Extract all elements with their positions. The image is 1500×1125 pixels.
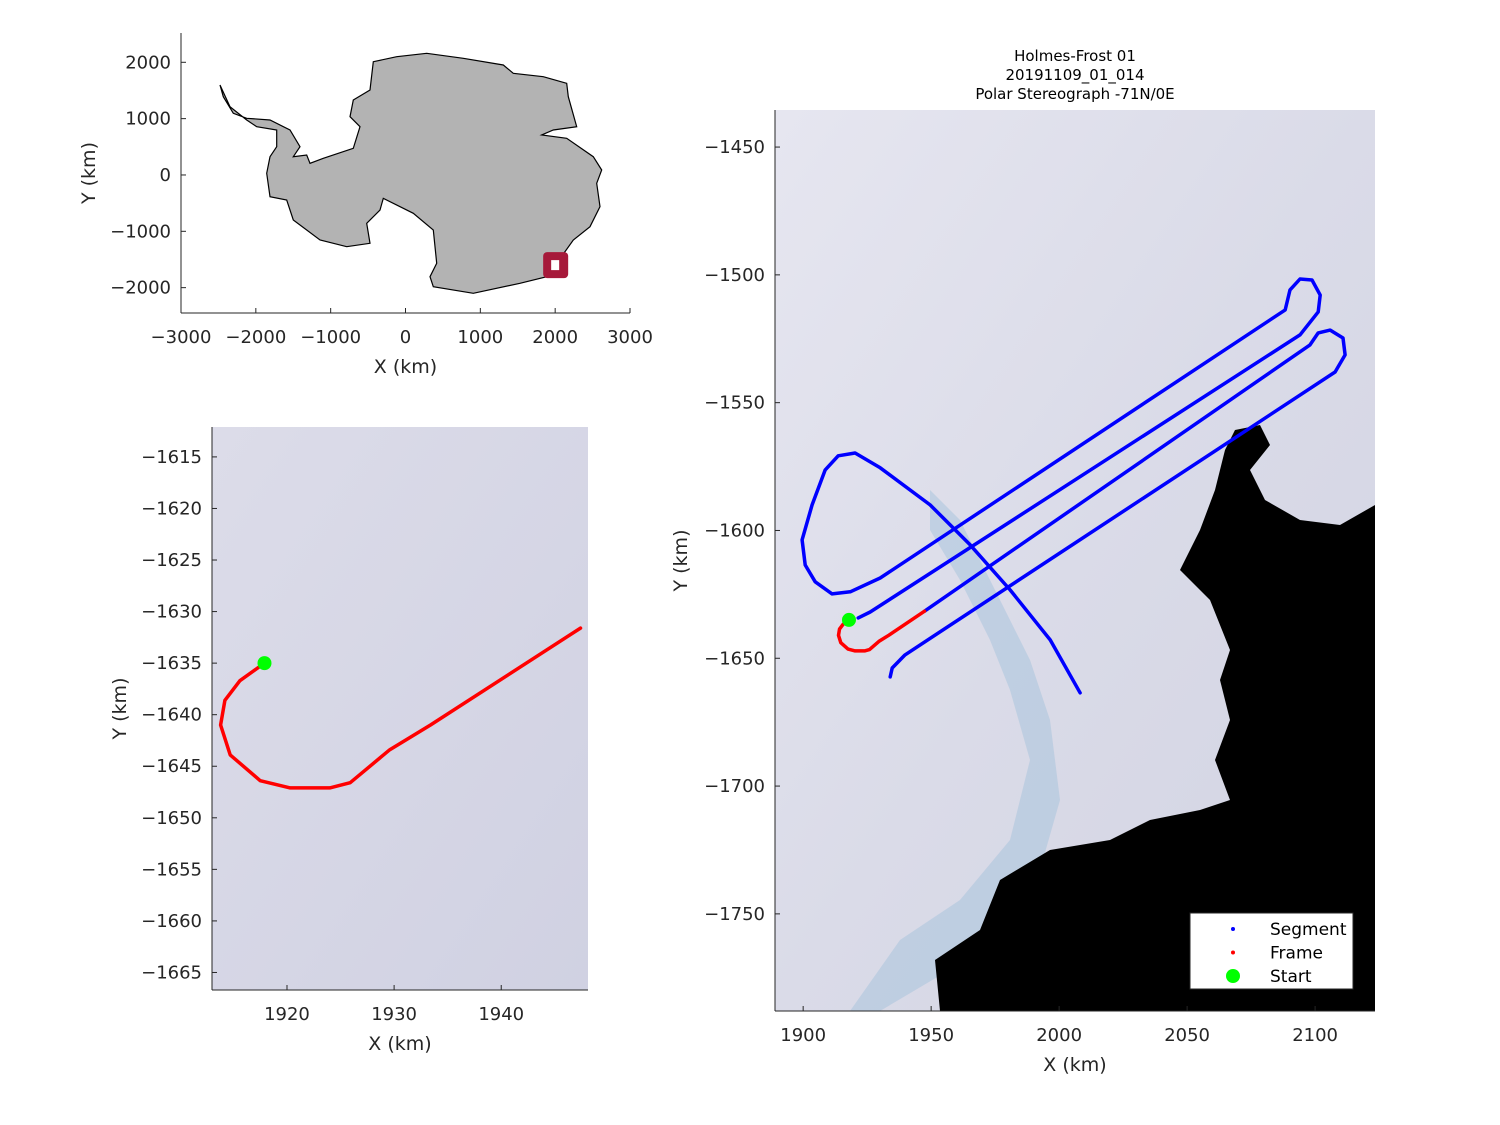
antarctica-outline [219,52,603,294]
x-tick-label: 3000 [607,327,653,348]
start-marker [841,612,856,627]
y-tick-label: −1500 [704,265,765,286]
frame-zoom-plot: 1920 1930 1940 −1615 −1620 −1625 −1630 −1635 −16… [109,427,588,1055]
x-tick-label: 1950 [908,1025,954,1046]
x-tick-label: 2000 [1036,1025,1082,1046]
y-tick-label: −1450 [704,137,765,158]
y-tick-label: 0 [160,165,171,186]
chart-title-line: 20191109_01_014 [1005,66,1144,85]
y-tick-label: −1645 [141,756,202,777]
x-tick-label: 1900 [780,1025,826,1046]
y-tick-label: −1650 [704,648,765,669]
y-axis-label: Y (km) [670,530,692,593]
y-tick-label: −1750 [704,904,765,925]
x-tick-label: 2000 [532,327,578,348]
x-axis-label: X (km) [374,356,437,378]
y-tick-label: −1655 [141,859,202,880]
y-tick-label: −2000 [110,278,171,299]
segment-line [888,328,1347,679]
y-tick-label: −1625 [141,550,202,571]
x-tick-label: −1000 [300,327,361,348]
y-tick-label: 2000 [125,52,171,73]
legend: Segment Frame Start [1189,912,1354,990]
legend-marker [1226,969,1240,983]
y-tick-label: −1000 [110,221,171,242]
main-flight-plot: 1900 1950 2000 2050 2100 −1450 −1500 −1550 −1600… [670,47,1375,1076]
legend-entry: Start [1270,967,1312,987]
y-tick-label: −1630 [141,602,202,623]
legend-marker [1231,927,1235,931]
chart-title-line: Polar Stereograph -71N/0E [975,85,1174,103]
y-tick-label: −1620 [141,498,202,519]
y-tick-label: −1640 [141,705,202,726]
y-tick-label: −1700 [704,776,765,797]
location-marker-inner [551,260,560,271]
legend-entry: Frame [1270,944,1323,964]
start-marker [257,656,272,671]
y-tick-label: −1650 [141,808,202,829]
y-tick-label: −1660 [141,911,202,932]
y-tick-label: −1550 [704,393,765,414]
y-tick-label: −1635 [141,653,202,674]
x-tick-label: −2000 [225,327,286,348]
x-tick-label: 2050 [1164,1025,1210,1046]
ocean-area [935,425,1375,1011]
x-axis-label: X (km) [368,1033,431,1055]
y-axis-label: Y (km) [109,678,131,741]
legend-entry: Segment [1270,920,1347,940]
y-tick-label: −1615 [141,447,202,468]
x-tick-label: 1940 [478,1004,524,1025]
frame-line [836,609,927,653]
x-tick-label: 0 [400,327,411,348]
segment-line [800,277,1322,695]
x-tick-label: 1920 [264,1004,310,1025]
satellite-background [212,427,588,990]
x-tick-label: 2100 [1292,1025,1338,1046]
y-tick-label: −1665 [141,962,202,983]
y-axis-label: Y (km) [78,142,100,205]
legend-box [1189,912,1354,990]
x-tick-label: 1000 [457,327,503,348]
x-axis-label: X (km) [1043,1054,1106,1076]
frame-line [218,626,583,790]
chart-title-line: Holmes-Frost 01 [1014,47,1136,65]
y-tick-label: −1600 [704,520,765,541]
x-tick-label: 1930 [371,1004,417,1025]
antarctica-inset-map: −3000 −2000 −1000 0 1000 2000 3000 2000 1000 0 −10… [78,33,653,378]
y-tick-label: 1000 [125,109,171,130]
x-tick-label: −3000 [151,327,212,348]
legend-marker [1231,950,1235,955]
